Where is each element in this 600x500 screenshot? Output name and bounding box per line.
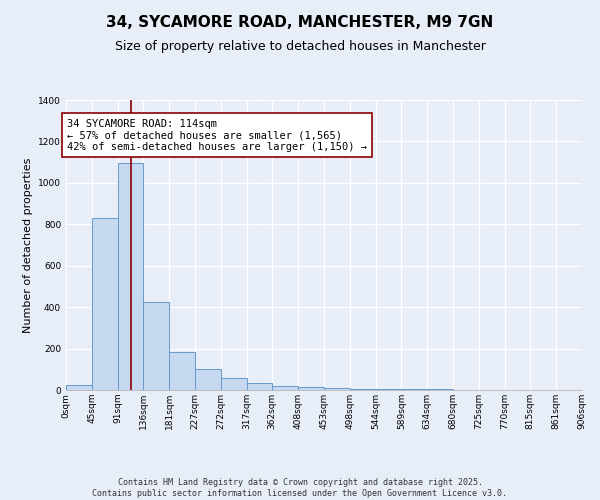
Bar (272, 386, 298, 390)
Bar (324, 388, 350, 390)
Bar (92, 218, 118, 390)
Y-axis label: Number of detached properties: Number of detached properties (23, 158, 32, 332)
Bar (143, 302, 169, 390)
Text: Contains HM Land Registry data © Crown copyright and database right 2025.
Contai: Contains HM Land Registry data © Crown c… (92, 478, 508, 498)
Bar (169, 352, 195, 390)
Text: 34 SYCAMORE ROAD: 114sqm
← 57% of detached houses are smaller (1,565)
42% of sem: 34 SYCAMORE ROAD: 114sqm ← 57% of detach… (67, 118, 367, 152)
Bar (376, 389, 401, 390)
Text: Size of property relative to detached houses in Manchester: Size of property relative to detached ho… (115, 40, 485, 53)
Bar (66, 385, 92, 390)
Bar (298, 387, 324, 390)
Bar (247, 383, 272, 390)
Bar (118, 163, 143, 390)
Bar (221, 378, 247, 390)
Bar (195, 370, 221, 390)
Bar (350, 389, 376, 390)
Text: 34, SYCAMORE ROAD, MANCHESTER, M9 7GN: 34, SYCAMORE ROAD, MANCHESTER, M9 7GN (106, 15, 494, 30)
